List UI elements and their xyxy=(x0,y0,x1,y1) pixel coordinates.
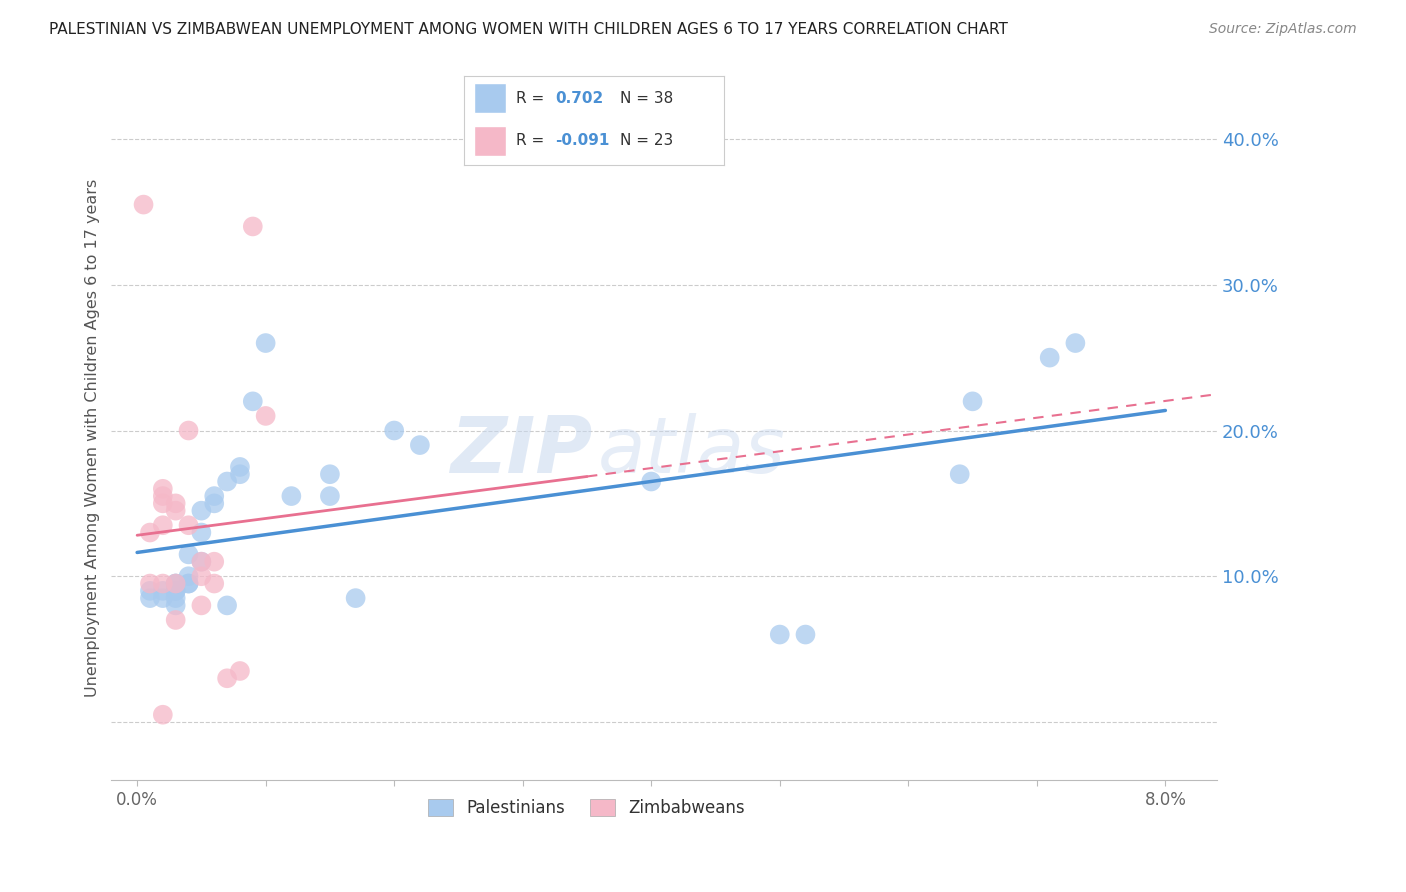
Point xyxy=(165,576,187,591)
Point xyxy=(177,548,200,562)
Point xyxy=(229,467,252,482)
Point xyxy=(319,489,342,503)
Point xyxy=(217,671,239,685)
Point xyxy=(165,496,187,510)
Point xyxy=(177,576,200,591)
Point xyxy=(177,424,200,438)
Point xyxy=(344,591,367,606)
Point xyxy=(202,555,225,569)
Point xyxy=(152,707,174,722)
Point xyxy=(152,583,174,598)
Point xyxy=(217,475,239,489)
Point xyxy=(1064,336,1087,351)
Point xyxy=(165,599,187,613)
Point xyxy=(152,496,174,510)
Point xyxy=(165,583,187,598)
Point xyxy=(254,409,277,423)
Point xyxy=(165,613,187,627)
Point xyxy=(165,591,187,606)
Point xyxy=(165,583,187,598)
Point xyxy=(769,627,792,641)
Point xyxy=(949,467,972,482)
Legend: Palestinians, Zimbabweans: Palestinians, Zimbabweans xyxy=(422,792,752,823)
Text: PALESTINIAN VS ZIMBABWEAN UNEMPLOYMENT AMONG WOMEN WITH CHILDREN AGES 6 TO 17 YE: PALESTINIAN VS ZIMBABWEAN UNEMPLOYMENT A… xyxy=(49,22,1008,37)
Point xyxy=(165,503,187,517)
Text: N = 38: N = 38 xyxy=(620,91,673,105)
Point xyxy=(190,569,212,583)
Y-axis label: Unemployment Among Women with Children Ages 6 to 17 years: Unemployment Among Women with Children A… xyxy=(86,178,100,697)
FancyBboxPatch shape xyxy=(474,83,506,113)
Point xyxy=(177,518,200,533)
Point xyxy=(319,467,342,482)
FancyBboxPatch shape xyxy=(474,126,506,156)
Point xyxy=(202,576,225,591)
Point xyxy=(165,576,187,591)
Point xyxy=(280,489,302,503)
Point xyxy=(139,576,162,591)
Point xyxy=(177,576,200,591)
Point xyxy=(202,489,225,503)
Text: N = 23: N = 23 xyxy=(620,134,673,148)
Point xyxy=(1039,351,1062,365)
Point xyxy=(132,197,155,211)
Point xyxy=(962,394,984,409)
Point xyxy=(254,336,277,351)
Point xyxy=(217,599,239,613)
Point xyxy=(242,219,264,234)
Point xyxy=(229,459,252,474)
Text: 0.702: 0.702 xyxy=(555,91,603,105)
Point xyxy=(190,555,212,569)
Point xyxy=(139,583,162,598)
Point xyxy=(152,576,174,591)
Point xyxy=(202,496,225,510)
Point xyxy=(177,569,200,583)
Text: Source: ZipAtlas.com: Source: ZipAtlas.com xyxy=(1209,22,1357,37)
Point xyxy=(229,664,252,678)
Text: atlas: atlas xyxy=(598,414,786,490)
Point xyxy=(190,503,212,517)
Text: ZIP: ZIP xyxy=(450,414,592,490)
Point xyxy=(190,599,212,613)
Point xyxy=(152,518,174,533)
Point xyxy=(152,482,174,496)
Text: R =: R = xyxy=(516,91,550,105)
Point xyxy=(382,424,405,438)
Point xyxy=(794,627,817,641)
Point xyxy=(409,438,432,452)
Point xyxy=(165,576,187,591)
Point xyxy=(190,525,212,540)
Point xyxy=(152,489,174,503)
Point xyxy=(190,555,212,569)
Point xyxy=(640,475,662,489)
Point xyxy=(139,525,162,540)
Text: R =: R = xyxy=(516,134,550,148)
Text: -0.091: -0.091 xyxy=(555,134,609,148)
Point xyxy=(152,591,174,606)
Point xyxy=(139,591,162,606)
Point xyxy=(242,394,264,409)
